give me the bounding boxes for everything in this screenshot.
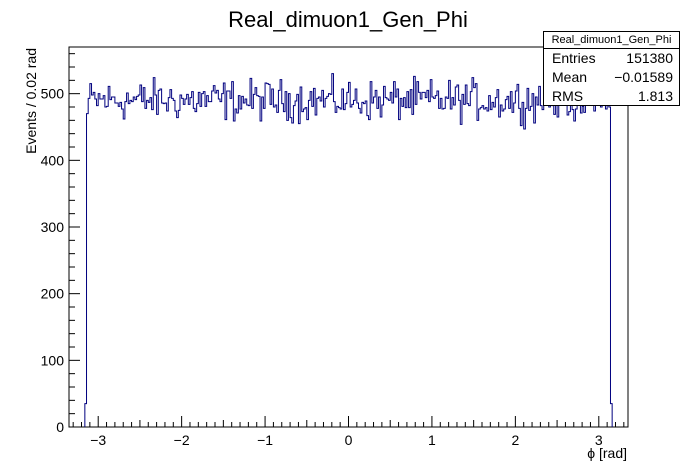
stats-row-rms: RMS 1.813 xyxy=(544,87,679,106)
stats-label: Entries xyxy=(552,50,596,66)
chart-title: Real_dimuon1_Gen_Phi xyxy=(228,7,468,32)
stats-row-entries: Entries 151380 xyxy=(544,49,679,68)
stats-box: Real_dimuon1_Gen_Phi Entries 151380 Mean… xyxy=(543,31,680,106)
y-tick-label: 100 xyxy=(41,352,65,368)
histogram-series xyxy=(84,73,613,427)
x-tick-label: −3 xyxy=(90,432,106,448)
stats-label: RMS xyxy=(552,88,584,104)
y-tick-label: 400 xyxy=(41,152,65,168)
y-axis: 0 100 200 300 400 500 xyxy=(41,53,80,435)
stats-value: 151380 xyxy=(626,50,673,66)
x-tick-label: 0 xyxy=(345,432,353,448)
x-tick-label: −2 xyxy=(174,432,190,448)
histogram-line xyxy=(84,73,613,427)
stats-row-mean: Mean −0.01589 xyxy=(544,68,679,87)
y-tick-label: 0 xyxy=(56,419,64,435)
plot-frame xyxy=(68,46,629,428)
x-axis: −3 −2 −1 0 1 2 3 xyxy=(72,416,625,448)
stats-value: −0.01589 xyxy=(614,69,673,85)
x-tick-label: 3 xyxy=(595,432,603,448)
y-tick-label: 500 xyxy=(41,86,65,102)
y-axis-label: Events / 0.02 rad xyxy=(23,48,39,154)
x-tick-label: 2 xyxy=(511,432,519,448)
stats-label: Mean xyxy=(552,69,588,85)
x-tick-label: 1 xyxy=(428,432,436,448)
stats-value: 1.813 xyxy=(637,88,673,104)
stats-title: Real_dimuon1_Gen_Phi xyxy=(544,32,679,49)
x-tick-label: −1 xyxy=(257,432,273,448)
y-tick-label: 300 xyxy=(41,219,65,235)
x-axis-label: ϕ [rad] xyxy=(587,445,627,461)
y-tick-label: 200 xyxy=(41,286,65,302)
